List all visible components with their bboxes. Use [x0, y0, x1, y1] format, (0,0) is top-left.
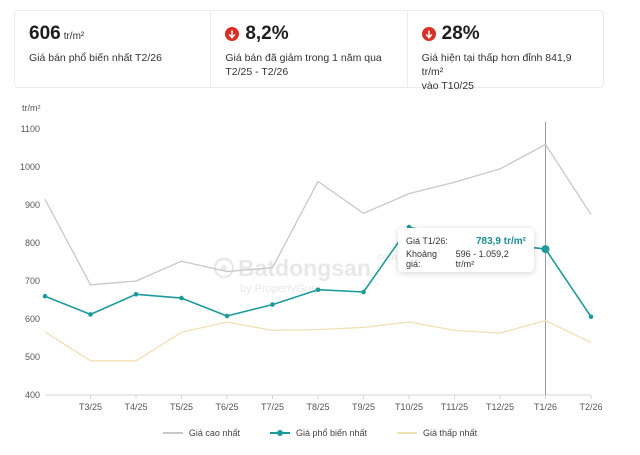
stat-description: Giá bán đã giảm trong 1 năm qua T2/25 - … — [225, 51, 392, 79]
legend-label-high: Giá cao nhất — [188, 428, 240, 438]
svg-text:by PropertyGuru: by PropertyGuru — [240, 283, 321, 295]
y-axis-unit-label: tr/m² — [22, 103, 41, 113]
tooltip: Giá T1/26: 783,9 tr/m² Khoảng giá: 596 -… — [398, 228, 534, 272]
y-tick-label: 1100 — [21, 124, 40, 134]
x-axis: T3/25 T4/25 T5/25 T6/25 T7/25 T8/25 T9/25 T10/2… — [45, 394, 603, 412]
x-tick-label: T12/25 — [486, 402, 514, 412]
y-tick-label: 500 — [25, 352, 40, 362]
tooltip-range-value: 596 - 1.059,2 tr/m² — [455, 249, 509, 269]
legend-swatch-common — [269, 428, 290, 438]
data-point[interactable] — [315, 287, 321, 293]
legend-item-common[interactable]: Giá phổ biến nhất — [269, 428, 368, 438]
y-tick-label: 600 — [25, 314, 40, 324]
series-line-high — [44, 143, 592, 286]
stat-yearly-change: 8,2% Giá bán đã giảm trong 1 năm qua T2/… — [211, 11, 408, 87]
y-tick-label: 700 — [25, 276, 40, 286]
stat-common-price: 606 tr/m² Giá bán phổ biến nhất T2/26 — [15, 11, 212, 87]
stat-unit: tr/m² — [63, 30, 85, 42]
stat-description-line2: vào T10/25 — [421, 80, 475, 92]
legend-label-low: Giá thấp nhất — [423, 428, 478, 438]
tooltip-value: 783,9 tr/m² — [475, 235, 526, 247]
x-tick-label: T11/25 — [441, 402, 468, 412]
y-tick-label: 800 — [25, 238, 40, 248]
x-tick-label: T5/25 — [170, 402, 193, 412]
svg-text:Batdongsan: Batdongsan — [238, 255, 371, 281]
data-point-highlighted[interactable] — [541, 245, 550, 254]
legend: Giá cao nhất Giá phổ biến nhất Giá thấp … — [0, 428, 640, 438]
y-tick-label: 1000 — [20, 162, 40, 172]
legend-item-low[interactable]: Giá thấp nhất — [397, 428, 477, 438]
arrow-down-icon — [421, 27, 436, 41]
data-point[interactable] — [88, 312, 93, 317]
data-point[interactable] — [270, 302, 275, 307]
x-tick-label: T3/25 — [79, 402, 102, 412]
tooltip-label: Giá T1/26: — [406, 236, 448, 246]
arrow-down-icon — [225, 27, 240, 41]
watermark-logo: Batdongsan .com.vn by PropertyGuru — [213, 252, 410, 295]
stat-value: 8,2% — [245, 23, 289, 44]
y-tick-label: 400 — [25, 390, 40, 400]
legend-label-common: Giá phổ biến nhất — [295, 428, 368, 438]
data-point[interactable] — [179, 295, 184, 301]
x-tick-label: T6/25 — [215, 402, 238, 412]
x-tick-label: T7/25 — [261, 402, 284, 412]
y-tick-label: 900 — [25, 200, 40, 210]
x-tick-label: T4/25 — [124, 402, 147, 412]
y-axis: 400 500 600 700 800 900 1000 1100 — [20, 124, 40, 400]
stat-description: Giá bán phổ biến nhất T2/26 — [29, 52, 162, 64]
legend-item-high[interactable]: Giá cao nhất — [162, 428, 240, 438]
data-point[interactable] — [133, 292, 139, 297]
x-tick-label: T10/25 — [395, 402, 423, 412]
stat-vs-peak: 28% Giá hiện tại thấp hơn đỉnh 841,9 tr/… — [408, 11, 603, 92]
price-chart: Batdongsan .com.vn by PropertyGuru tr/m²… — [20, 103, 603, 412]
x-tick-label: T9/25 — [352, 402, 375, 412]
tooltip-range-label: Khoảng giá: — [406, 249, 438, 269]
data-point[interactable] — [42, 293, 48, 299]
legend-swatch-high — [162, 428, 183, 438]
data-point[interactable] — [224, 313, 230, 319]
legend-swatch-low — [397, 428, 418, 438]
stat-description-line1: Giá hiện tại thấp hơn đỉnh 841,9 tr/m² — [421, 52, 572, 78]
x-tick-label: T1/26 — [534, 402, 557, 412]
x-tick-label: T8/25 — [306, 402, 329, 412]
svg-text:.com.vn: .com.vn — [375, 252, 410, 263]
stat-description-line2: T2/25 - T2/26 — [225, 66, 289, 78]
data-point[interactable] — [361, 289, 366, 295]
stat-description-line1: Giá bán đã giảm trong 1 năm qua — [225, 52, 382, 64]
stat-value: 28% — [441, 23, 480, 44]
series-line-low — [44, 319, 592, 362]
stat-description: Giá hiện tại thấp hơn đỉnh 841,9 tr/m² v… — [422, 51, 589, 93]
stat-value: 606 — [29, 23, 61, 44]
stats-panel: 606 tr/m² Giá bán phổ biến nhất T2/26 8,… — [14, 10, 604, 92]
x-tick-label: T2/26 — [579, 402, 602, 412]
data-point[interactable] — [588, 314, 594, 320]
